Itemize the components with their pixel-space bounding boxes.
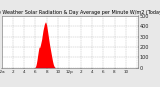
Title: Milwaukee Weather Solar Radiation & Day Average per Minute W/m2 (Today): Milwaukee Weather Solar Radiation & Day … [0, 10, 160, 15]
